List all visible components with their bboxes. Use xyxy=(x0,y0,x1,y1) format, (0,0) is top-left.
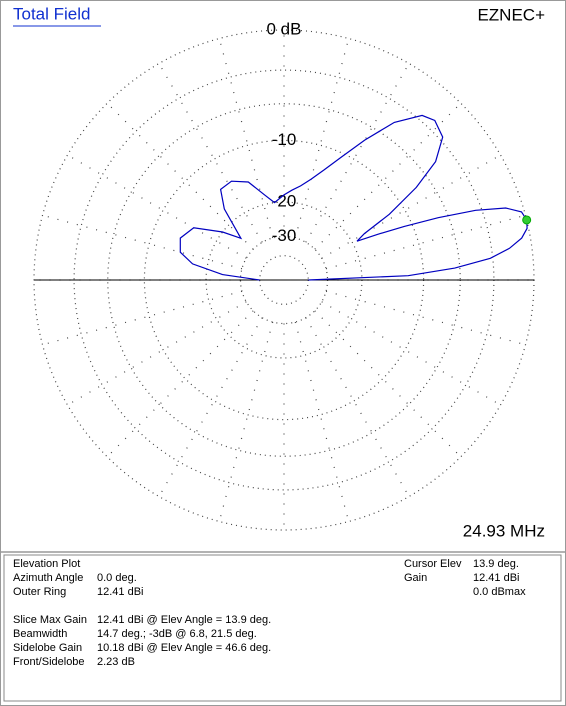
spoke xyxy=(106,102,254,250)
spoke xyxy=(158,317,263,497)
cursor xyxy=(522,215,532,225)
spoke xyxy=(218,38,274,239)
spoke xyxy=(321,154,501,259)
frequency: 24.93 MHz xyxy=(463,521,545,540)
info-value: 2.23 dB xyxy=(97,656,135,668)
brand: EZNEC+ xyxy=(477,5,545,24)
info-border xyxy=(3,554,562,702)
spoke xyxy=(321,301,501,406)
spoke xyxy=(305,63,410,243)
info-label: Front/Sidelobe xyxy=(13,656,85,668)
info-label: Gain xyxy=(404,572,427,584)
info-value: 12.41 dBi xyxy=(473,572,519,584)
info-value: 14.7 deg.; -3dB @ 6.8, 21.5 deg. xyxy=(97,628,257,640)
spoke xyxy=(42,290,243,346)
spoke xyxy=(218,321,274,522)
spoke xyxy=(314,310,462,458)
spoke xyxy=(158,63,263,243)
spoke xyxy=(106,310,254,458)
spoke xyxy=(325,214,526,270)
spoke xyxy=(294,321,350,522)
info-label: Slice Max Gain xyxy=(13,614,87,626)
r-tick-label: -10 xyxy=(272,130,297,149)
info-value: 12.41 dBi @ Elev Angle = 13.9 deg. xyxy=(97,614,271,626)
spoke xyxy=(67,154,247,259)
spoke xyxy=(325,290,526,346)
r-tick-label: -30 xyxy=(272,226,297,245)
info-label: Azimuth Angle xyxy=(13,572,83,584)
spoke xyxy=(305,317,410,497)
r-tick-label: -20 xyxy=(272,192,297,211)
info-panel xyxy=(1,552,565,705)
info-value: 13.9 deg. xyxy=(473,558,519,570)
info-value: 10.18 dBi @ Elev Angle = 46.6 deg. xyxy=(97,642,271,654)
info-label: Beamwidth xyxy=(13,628,67,640)
info-label: Sidelobe Gain xyxy=(13,642,82,654)
spoke xyxy=(314,102,462,250)
info-label: Elevation Plot xyxy=(13,558,80,570)
spoke xyxy=(42,214,243,270)
r-tick-label: 0 dB xyxy=(267,19,302,38)
info-label: Cursor Elev xyxy=(404,558,462,570)
info-label: Outer Ring xyxy=(13,586,66,598)
info-value: 0.0 dBmax xyxy=(473,586,526,598)
chart-title: Total Field xyxy=(13,4,90,23)
pattern-line xyxy=(179,114,528,281)
info-value: 12.41 dBi xyxy=(97,586,143,598)
spoke xyxy=(67,301,247,406)
info-value: 0.0 deg. xyxy=(97,572,137,584)
spoke xyxy=(294,38,350,239)
